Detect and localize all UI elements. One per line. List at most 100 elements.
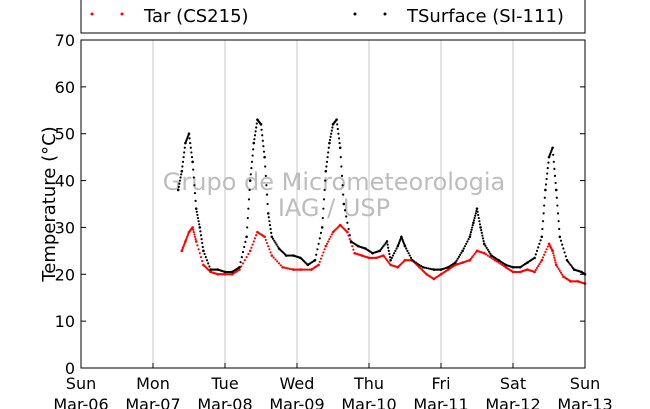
data-point <box>252 141 256 145</box>
data-point <box>545 248 548 251</box>
data-point <box>299 268 302 271</box>
y-tick-label: 50 <box>55 125 75 144</box>
data-point <box>555 196 558 199</box>
data-point <box>383 256 386 259</box>
data-point <box>328 141 331 145</box>
data-point <box>197 220 200 223</box>
data-point <box>547 161 550 164</box>
data-point <box>261 139 264 142</box>
x-tick-label-date: Mar-07 <box>125 395 180 409</box>
data-point <box>178 182 181 185</box>
data-point <box>352 248 355 251</box>
data-point <box>538 263 541 266</box>
data-point <box>253 138 256 141</box>
data-point <box>346 230 349 234</box>
data-point <box>193 184 196 187</box>
legend-marker <box>353 12 357 16</box>
data-point <box>347 227 350 231</box>
data-point <box>265 241 269 245</box>
data-point <box>329 135 332 138</box>
data-point <box>393 252 396 255</box>
data-point <box>241 250 245 254</box>
data-point <box>546 166 549 170</box>
data-point <box>189 146 192 149</box>
data-point <box>340 174 344 177</box>
data-point <box>328 238 331 241</box>
data-point <box>267 216 270 219</box>
data-point <box>481 234 484 237</box>
legend-marker <box>383 12 387 16</box>
data-point <box>315 253 318 256</box>
data-point <box>276 245 279 248</box>
data-point <box>270 235 274 239</box>
data-point <box>327 240 330 243</box>
data-point <box>247 252 250 256</box>
data-point <box>268 220 271 223</box>
data-point <box>395 247 398 250</box>
data-point <box>538 242 541 245</box>
data-point <box>316 248 319 251</box>
data-point <box>260 128 263 131</box>
data-point <box>557 220 560 223</box>
data-point <box>338 146 342 150</box>
data-point <box>244 240 247 243</box>
data-point <box>459 253 462 256</box>
data-point <box>553 256 556 259</box>
data-point <box>301 268 304 271</box>
data-point <box>324 179 327 182</box>
data-point <box>551 146 554 150</box>
data-point <box>182 156 185 159</box>
data-point <box>568 262 571 265</box>
legend-label: TSurface (SI-111) <box>406 6 564 27</box>
data-point <box>554 188 558 192</box>
data-point <box>324 244 328 248</box>
data-point <box>543 253 546 256</box>
data-point <box>199 256 203 259</box>
data-point <box>201 259 204 263</box>
x-tick-label-date: Mar-09 <box>269 395 324 409</box>
data-point <box>264 174 267 177</box>
data-point <box>351 245 354 248</box>
data-point <box>467 238 470 241</box>
legend-marker <box>90 12 94 16</box>
data-point <box>482 242 486 246</box>
data-points <box>176 118 587 285</box>
data-point <box>264 238 267 242</box>
data-point <box>201 241 204 245</box>
data-point <box>192 228 195 231</box>
data-point <box>266 202 269 206</box>
data-point <box>274 241 277 244</box>
data-point <box>308 268 311 271</box>
data-point <box>205 259 209 262</box>
data-point <box>551 249 554 253</box>
data-point <box>570 265 573 268</box>
data-point <box>554 181 557 185</box>
data-point <box>497 261 500 264</box>
data-point <box>267 245 270 248</box>
data-point <box>474 214 477 217</box>
data-point <box>277 262 281 265</box>
data-point <box>274 258 277 261</box>
data-point <box>253 237 257 240</box>
data-point <box>266 212 270 215</box>
data-point <box>562 247 565 250</box>
x-tick-label-day: Thu <box>353 374 384 393</box>
data-point <box>553 167 556 170</box>
data-point <box>486 248 489 251</box>
data-point <box>342 202 346 206</box>
data-point <box>473 216 476 220</box>
data-point <box>336 127 339 131</box>
data-point <box>387 246 390 249</box>
data-point <box>342 193 345 196</box>
data-point <box>192 176 195 179</box>
data-point <box>479 226 482 229</box>
data-point <box>542 212 545 215</box>
data-point <box>194 199 197 202</box>
data-point <box>199 230 202 233</box>
data-point <box>263 155 266 159</box>
data-point <box>273 239 276 242</box>
data-point <box>473 252 476 256</box>
data-point <box>204 256 207 259</box>
data-point <box>478 223 482 226</box>
